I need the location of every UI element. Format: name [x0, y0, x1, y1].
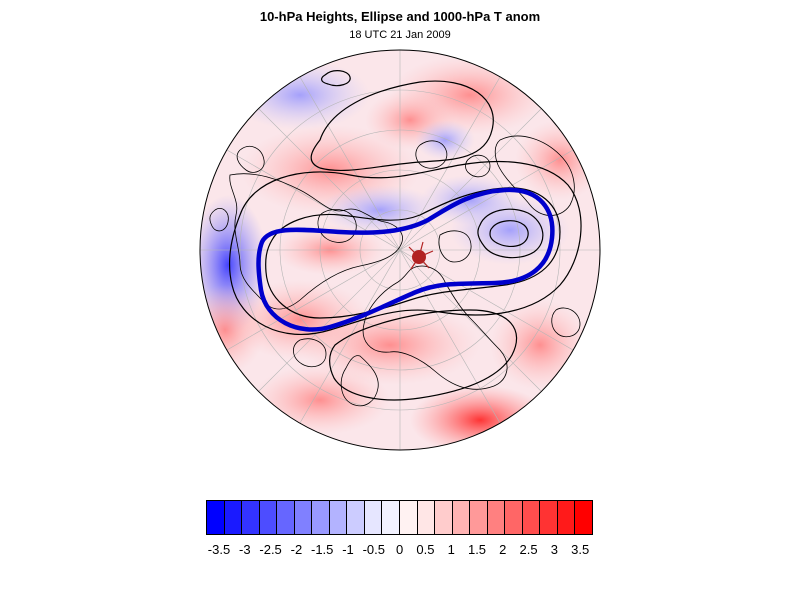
- colorbar-tick-label: -2: [290, 542, 303, 557]
- colorbar-swatch: [470, 501, 488, 534]
- colorbar-swatch: [242, 501, 260, 534]
- colorbar-swatch: [557, 501, 576, 534]
- colorbar-swatch: [364, 501, 383, 534]
- map-boundary: [199, 49, 601, 451]
- colorbar-labels: -3.5 -3 -2.5 -2 -1.5 -1 -0.5 0 0.5 1 1.5 2 2.5 3 3.5: [0, 542, 800, 562]
- colorbar-tick-label: -0.5: [362, 542, 385, 557]
- colorbar-tick-label: 1: [447, 542, 455, 557]
- colorbar-swatch: [224, 501, 243, 534]
- colorbar-tick-label: -3.5: [207, 542, 231, 557]
- polar-vortex-ellipse: [256, 187, 555, 332]
- colorbar-tick-label: 3.5: [571, 542, 590, 557]
- colorbar-tick-label: -1.5: [310, 542, 334, 557]
- colorbar-tick-label: 0: [395, 542, 404, 557]
- colorbar-swatch: [382, 501, 401, 534]
- colorbar-tick-label: -2.5: [259, 542, 282, 557]
- colorbar-swatch: [259, 501, 278, 534]
- colorbar: [206, 500, 593, 535]
- colorbar-swatch: [347, 501, 365, 534]
- colorbar-swatch: [487, 501, 506, 534]
- colorbar-swatch: [277, 501, 295, 534]
- coastlines: [209, 135, 581, 407]
- graticule: [200, 50, 600, 450]
- colorbar-swatch: [312, 501, 330, 534]
- colorbar-swatch: [207, 501, 225, 534]
- colorbar-tick-label: 0.5: [416, 542, 435, 557]
- height-contours: [229, 70, 582, 401]
- colorbar-swatch: [452, 501, 471, 534]
- chart-title: 10-hPa Heights, Ellipse and 1000-hPa T a…: [259, 9, 541, 24]
- colorbar-swatch: [435, 501, 453, 534]
- colorbar-swatch: [505, 501, 523, 534]
- colorbar-swatch: [522, 501, 541, 534]
- colorbar-tick-label: -1: [342, 542, 354, 557]
- colorbar-tick-label: -3: [239, 542, 251, 557]
- colorbar-swatch: [540, 501, 558, 534]
- colorbar-tick-label: 1.5: [467, 542, 487, 557]
- colorbar-tick-label: 2: [499, 542, 507, 557]
- colorbar-swatch: [575, 501, 593, 534]
- colorbar-swatch: [329, 501, 348, 534]
- colorbar-swatch: [294, 501, 313, 534]
- colorbar-swatch: [417, 501, 436, 534]
- chart-subtitle: 18 UTC 21 Jan 2009: [349, 29, 451, 41]
- colorbar-tick-label: 2.5: [519, 542, 538, 557]
- vortex-centroid-marker: [408, 241, 434, 270]
- colorbar-tick-label: 3: [550, 542, 559, 557]
- colorbar-swatch: [400, 501, 418, 534]
